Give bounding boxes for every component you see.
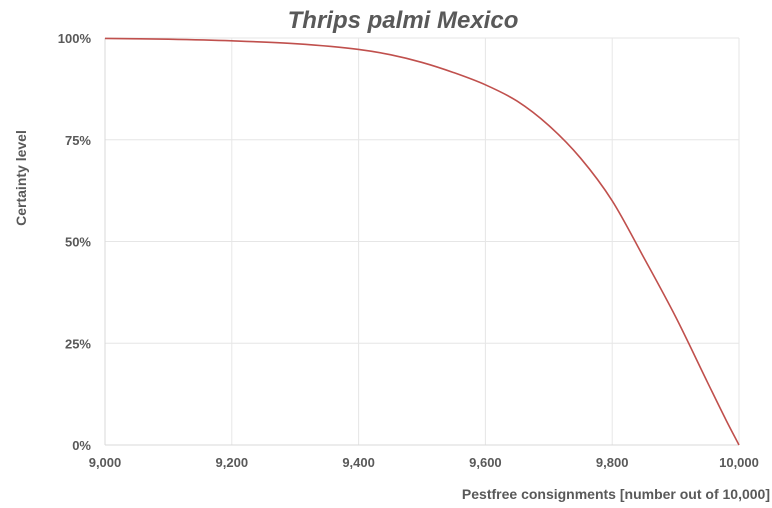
chart-title: Thrips palmi Mexico: [288, 7, 519, 34]
x-tick-label: 9,200: [216, 455, 249, 470]
x-tick-label: 9,800: [596, 455, 629, 470]
axes: [104, 38, 739, 446]
x-tick-label: 9,400: [342, 455, 375, 470]
series-group: [104, 37, 740, 446]
y-tick-label: 0%: [72, 438, 91, 453]
x-axis-label: Pestfree consignments [number out of 10,…: [462, 486, 770, 502]
y-tick-label: 50%: [65, 235, 91, 250]
gridlines: [105, 37, 740, 445]
x-tick-label: 9,000: [89, 455, 122, 470]
x-tick-labels: 9,000 9,200 9,400 9,600 9,800 10,000: [89, 455, 759, 470]
y-tick-label: 25%: [65, 336, 91, 351]
y-tick-label: 75%: [65, 133, 91, 148]
x-tick-label: 10,000: [719, 455, 759, 470]
y-tick-label: 100%: [58, 31, 92, 46]
series-line-0: [104, 37, 740, 446]
x-tick-label: 9,600: [469, 455, 502, 470]
y-tick-labels: 0% 25% 50% 75% 100%: [58, 31, 92, 453]
y-axis-label: Certainty level: [13, 130, 29, 226]
